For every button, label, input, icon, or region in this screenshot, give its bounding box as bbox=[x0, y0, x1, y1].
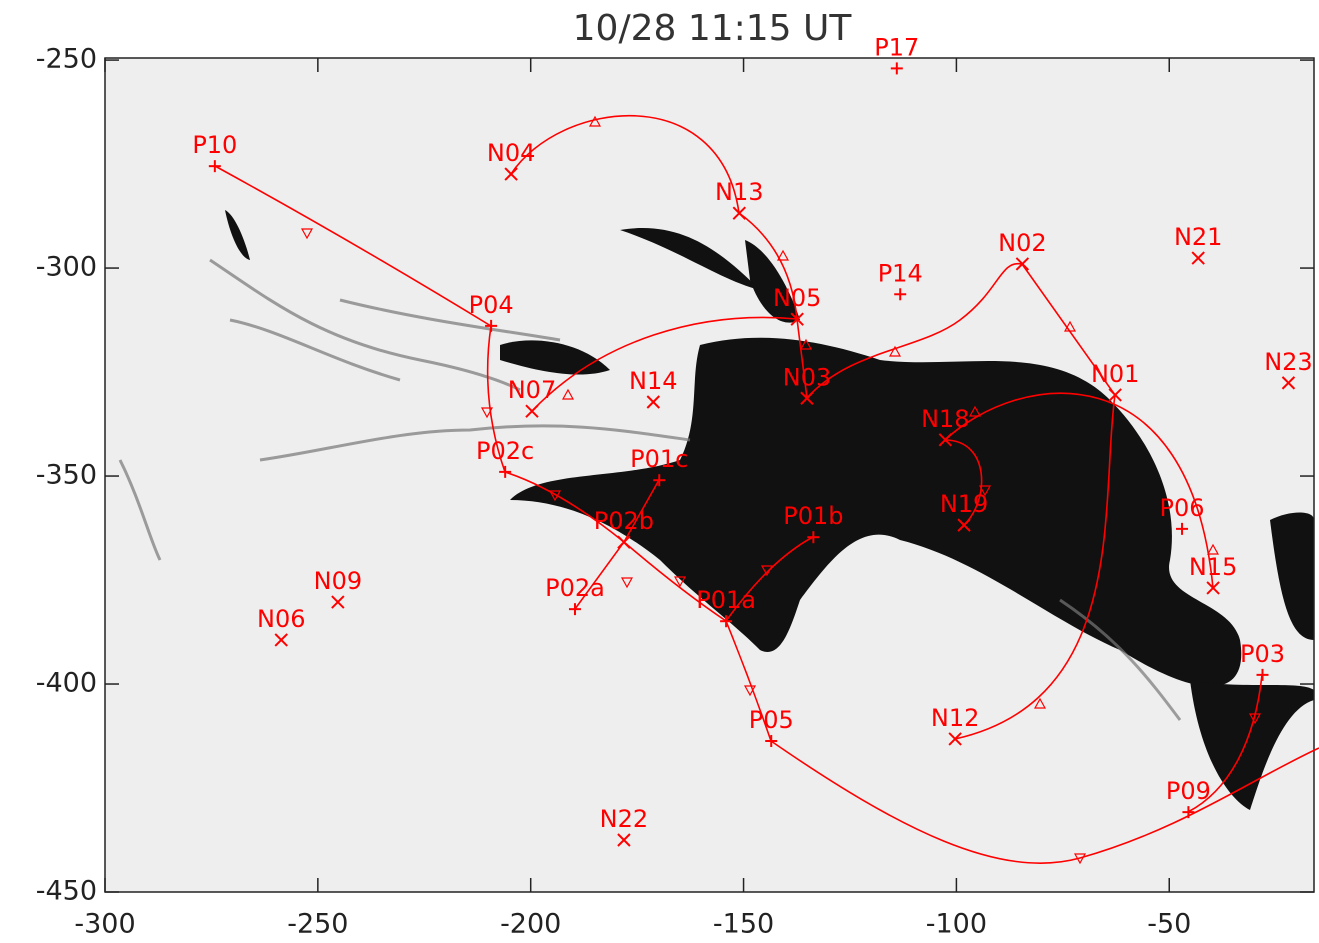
point-marker bbox=[894, 288, 907, 301]
point-marker bbox=[938, 433, 953, 447]
point-label: N09 bbox=[314, 567, 363, 595]
point-label: N12 bbox=[931, 704, 980, 732]
point-marker bbox=[1191, 251, 1205, 265]
point-marker bbox=[807, 531, 820, 544]
point-label: N21 bbox=[1174, 223, 1223, 251]
marker-stroke bbox=[1108, 388, 1122, 402]
point-marker bbox=[617, 535, 631, 549]
point-label: N03 bbox=[783, 363, 832, 391]
point-label: N07 bbox=[508, 376, 557, 404]
marker-stroke bbox=[948, 732, 962, 746]
point-marker bbox=[948, 732, 962, 746]
marker-stroke bbox=[1206, 581, 1220, 595]
marker-stroke bbox=[646, 395, 661, 409]
point-label: N14 bbox=[629, 367, 678, 395]
point-marker bbox=[274, 633, 288, 647]
point-marker bbox=[331, 595, 345, 609]
point-label: N05 bbox=[773, 284, 822, 312]
point-label: N18 bbox=[921, 405, 970, 433]
point-label: N15 bbox=[1189, 553, 1238, 581]
point-marker bbox=[499, 465, 512, 478]
point-label: P04 bbox=[469, 291, 514, 319]
point-label: N23 bbox=[1264, 348, 1313, 376]
x-tick-label: -250 bbox=[287, 909, 348, 940]
point-label: P10 bbox=[192, 131, 237, 159]
marker-stroke bbox=[1015, 257, 1030, 271]
point-label: P02a bbox=[545, 574, 605, 602]
point-label: N01 bbox=[1091, 360, 1140, 388]
point-marker bbox=[525, 404, 539, 418]
point-marker bbox=[646, 395, 661, 409]
marker-stroke bbox=[732, 206, 747, 220]
point-marker bbox=[653, 474, 666, 487]
point-label: N06 bbox=[257, 605, 306, 633]
x-tick-label: -150 bbox=[713, 909, 774, 940]
marker-stroke bbox=[331, 595, 345, 609]
point-label: N04 bbox=[487, 139, 536, 167]
marker-stroke bbox=[800, 391, 814, 405]
point-marker bbox=[504, 167, 518, 181]
marker-stroke bbox=[1191, 251, 1205, 265]
point-label: N13 bbox=[715, 178, 764, 206]
point-label: P17 bbox=[874, 33, 919, 61]
x-tick-label: -200 bbox=[500, 909, 561, 940]
marker-stroke bbox=[790, 312, 804, 326]
point-marker bbox=[1108, 388, 1122, 402]
point-marker bbox=[957, 518, 971, 532]
point-marker bbox=[617, 833, 631, 847]
point-label: P01c bbox=[630, 445, 688, 473]
marker-stroke bbox=[504, 167, 518, 181]
x-tick-label: -100 bbox=[926, 909, 987, 940]
point-label: P01a bbox=[696, 586, 756, 614]
point-marker bbox=[765, 735, 778, 748]
x-tick-label: -50 bbox=[1147, 909, 1191, 940]
point-label: N22 bbox=[600, 805, 649, 833]
x-tick-label: -300 bbox=[74, 909, 135, 940]
y-tick-label: -350 bbox=[36, 460, 97, 491]
marker-stroke bbox=[957, 518, 971, 532]
marker-stroke bbox=[274, 633, 288, 647]
point-marker bbox=[1206, 581, 1220, 595]
point-label: P02c bbox=[476, 437, 534, 465]
point-marker bbox=[208, 160, 221, 173]
point-label: N19 bbox=[940, 490, 989, 518]
point-label: P14 bbox=[878, 259, 923, 287]
y-tick-label: -400 bbox=[36, 668, 97, 699]
point-marker bbox=[485, 319, 498, 332]
point-marker bbox=[1015, 257, 1030, 271]
point-marker bbox=[1281, 376, 1296, 390]
y-tick-label: -250 bbox=[36, 44, 97, 75]
point-marker bbox=[790, 312, 804, 326]
point-marker bbox=[568, 603, 581, 616]
point-label: P09 bbox=[1166, 777, 1211, 805]
image bbox=[105, 58, 1314, 892]
point-label: N02 bbox=[998, 229, 1047, 257]
marker-stroke bbox=[938, 433, 953, 447]
point-label: P03 bbox=[1240, 640, 1285, 668]
marker-stroke bbox=[525, 404, 539, 418]
marker-stroke bbox=[1281, 376, 1296, 390]
marker-stroke bbox=[617, 535, 631, 549]
point-label: P01b bbox=[783, 502, 843, 530]
point-marker bbox=[732, 206, 747, 220]
y-tick-label: -300 bbox=[36, 252, 97, 283]
plot-frame bbox=[104, 57, 1315, 893]
point-label: P02b bbox=[594, 507, 654, 535]
point-label: P05 bbox=[749, 706, 794, 734]
direction-arrows bbox=[300, 115, 1262, 865]
point-marker bbox=[1256, 668, 1269, 681]
y-tick-label: -450 bbox=[36, 876, 97, 907]
point-label: P06 bbox=[1160, 494, 1205, 522]
point-marker bbox=[890, 62, 903, 75]
point-marker bbox=[1176, 522, 1189, 535]
point-marker bbox=[720, 615, 733, 628]
point-marker bbox=[1182, 806, 1195, 819]
point-marker bbox=[800, 391, 814, 405]
chart-title: 10/28 11:15 UT bbox=[573, 8, 853, 49]
marker-stroke bbox=[617, 833, 631, 847]
